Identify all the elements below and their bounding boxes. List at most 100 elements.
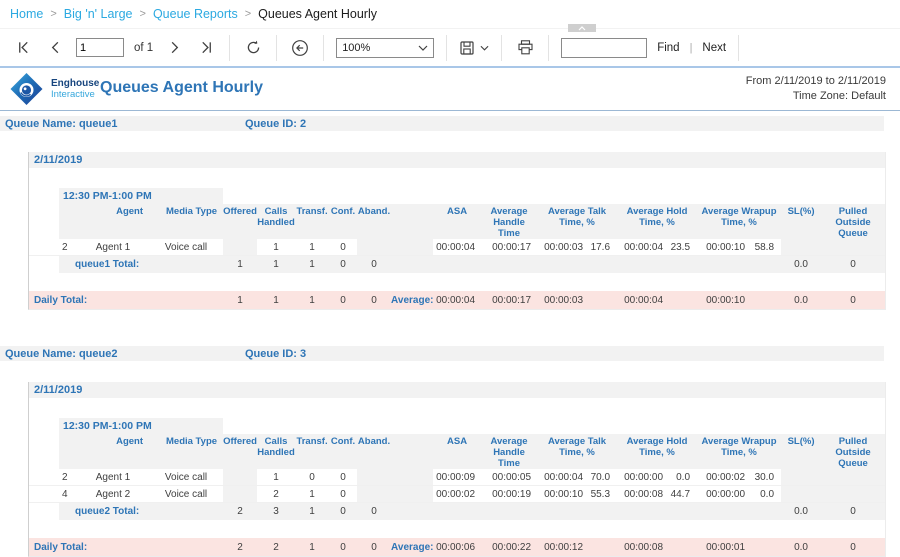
page-number-input[interactable] bbox=[76, 38, 124, 57]
cell-avg-talk-time: 00:00:03 bbox=[537, 239, 590, 256]
cell-agent: Agent 2 bbox=[77, 485, 149, 503]
queue-total-row: queue1 Total: 1 1 1 0 0 0.0 0 bbox=[29, 255, 886, 273]
cell-avg-talk-time: 00:00:10 bbox=[537, 485, 590, 503]
cell-asa: 00:00:02 bbox=[433, 485, 482, 503]
daily-total-row: Daily Total: 1 1 1 0 0 Average: 00:00:04… bbox=[29, 291, 886, 309]
find-input[interactable] bbox=[561, 37, 648, 58]
table-header-row: Agent Media Type Offered Calls Handled T… bbox=[29, 204, 886, 239]
cell-avg-handle-time: 00:00:05 bbox=[481, 469, 538, 486]
cell-pulled: 0 bbox=[821, 291, 886, 309]
zoom-select[interactable]: 100% bbox=[336, 37, 435, 58]
cell-sl: 0.0 bbox=[781, 291, 822, 309]
header-avg-handle-time: Average Handle Time bbox=[481, 434, 538, 469]
last-page-icon bbox=[201, 41, 211, 54]
back-button[interactable] bbox=[289, 37, 311, 59]
queue1-section: 2/11/2019 12:30 PM-1:00 PM Agent Media T… bbox=[28, 152, 886, 310]
cell-transf: 1 bbox=[295, 255, 330, 273]
chevron-up-icon bbox=[578, 25, 586, 30]
cell-calls-handled: 1 bbox=[257, 291, 296, 309]
find-next-separator: | bbox=[689, 41, 693, 54]
cell-asa: 00:00:04 bbox=[433, 291, 482, 309]
first-page-icon bbox=[18, 41, 28, 54]
header-agent: Agent bbox=[77, 434, 149, 469]
breadcrumb-queue-reports[interactable]: Queue Reports bbox=[152, 7, 238, 21]
cell-aband: 0 bbox=[357, 538, 392, 556]
header-calls-handled: Calls Handled bbox=[257, 204, 296, 239]
cell-transf: 1 bbox=[295, 485, 330, 503]
cell-aband bbox=[357, 485, 392, 503]
average-label: Average: bbox=[391, 538, 434, 556]
cell-pulled: 0 bbox=[821, 502, 886, 520]
cell-media-type: Voice call bbox=[149, 469, 224, 486]
next-page-button[interactable] bbox=[163, 37, 185, 59]
header-pulled-outside-queue: Pulled Outside Queue bbox=[821, 204, 886, 239]
header-conf: Conf. bbox=[329, 434, 358, 469]
cell-avg-handle-time: 00:00:22 bbox=[481, 538, 538, 556]
header-offered: Offered bbox=[223, 434, 258, 469]
last-page-button[interactable] bbox=[195, 37, 217, 59]
find-next-button[interactable]: Next bbox=[702, 41, 727, 54]
time-slot-label: 12:30 PM-1:00 PM bbox=[59, 418, 224, 434]
date-band: 2/11/2019 bbox=[29, 152, 885, 168]
cell-row-number: 2 bbox=[59, 239, 77, 256]
breadcrumb-current: Queues Agent Hourly bbox=[258, 7, 377, 21]
header-asa: ASA bbox=[433, 434, 482, 469]
cell-sl bbox=[781, 469, 822, 486]
time-slot-label: 12:30 PM-1:00 PM bbox=[59, 188, 224, 204]
cell-avg-talk-time: 00:00:03 bbox=[537, 291, 590, 309]
cell-transf: 1 bbox=[295, 502, 330, 520]
page-navigation-group: of 1 bbox=[0, 34, 231, 61]
cell-calls-handled: 3 bbox=[257, 502, 296, 520]
find-button[interactable]: Find bbox=[657, 41, 680, 54]
brand-line1: Enghouse bbox=[51, 78, 100, 89]
breadcrumb-big-n-large[interactable]: Big 'n' Large bbox=[63, 7, 133, 21]
refresh-button[interactable] bbox=[242, 37, 264, 59]
cell-offered: 1 bbox=[223, 291, 258, 309]
cell-asa: 00:00:09 bbox=[433, 469, 482, 486]
header-aband: Aband. bbox=[357, 204, 392, 239]
daily-total-row: Daily Total: 2 2 1 0 0 Average: 00:00:06… bbox=[29, 538, 886, 556]
cell-conf: 0 bbox=[329, 255, 358, 273]
queue2-table: 12:30 PM-1:00 PM Agent Media Type Offere… bbox=[29, 418, 886, 556]
breadcrumb: Home > Big 'n' Large > Queue Reports > Q… bbox=[0, 0, 900, 28]
cell-avg-handle-time: 00:00:17 bbox=[481, 291, 538, 309]
date-range: From 2/11/2019 to 2/11/2019 bbox=[745, 75, 886, 87]
header-avg-handle-time: Average Handle Time bbox=[481, 204, 538, 239]
agent-row: 2 Agent 1 Voice call 1 0 0 00:00:09 00:0… bbox=[29, 469, 886, 486]
cell-offered bbox=[223, 485, 258, 503]
save-export-icon bbox=[460, 40, 474, 55]
cell-calls-handled: 2 bbox=[257, 485, 296, 503]
cell-sl: 0.0 bbox=[781, 502, 822, 520]
back-group bbox=[277, 34, 325, 61]
previous-page-button[interactable] bbox=[44, 37, 66, 59]
cell-conf: 0 bbox=[329, 485, 358, 503]
breadcrumb-home[interactable]: Home bbox=[10, 7, 44, 21]
cell-row-number: 4 bbox=[59, 485, 77, 503]
cell-sl: 0.0 bbox=[781, 255, 822, 273]
cell-avg-wrapup-time: 00:00:00 bbox=[697, 485, 752, 503]
daily-total-label: Daily Total: bbox=[29, 538, 149, 556]
queue-id-label: Queue ID: 3 bbox=[245, 347, 307, 360]
cell-avg-talk-pct: 55.3 bbox=[589, 485, 618, 503]
print-button[interactable] bbox=[514, 37, 536, 59]
cell-transf: 1 bbox=[295, 291, 330, 309]
cell-avg-wrapup-pct: 0.0 bbox=[751, 485, 782, 503]
header-agent: Agent bbox=[77, 204, 149, 239]
report-title: Queues Agent Hourly bbox=[100, 79, 263, 96]
cell-aband: 0 bbox=[357, 255, 392, 273]
export-button[interactable] bbox=[459, 40, 489, 56]
first-page-button[interactable] bbox=[12, 37, 34, 59]
header-asa: ASA bbox=[433, 204, 482, 239]
cell-conf: 0 bbox=[329, 469, 358, 486]
header-avg-wrapup-time: Average Wrapup Time, % bbox=[697, 434, 782, 469]
chevron-down-icon bbox=[418, 45, 428, 51]
header-transf: Transf. bbox=[295, 204, 330, 239]
previous-page-icon bbox=[51, 41, 58, 54]
cell-transf: 1 bbox=[295, 538, 330, 556]
cell-transf: 0 bbox=[295, 469, 330, 486]
printer-icon bbox=[518, 40, 533, 55]
toolbar-collapse-tab[interactable] bbox=[568, 24, 596, 32]
cell-sl: 0.0 bbox=[781, 538, 822, 556]
header-media-type: Media Type bbox=[149, 434, 224, 469]
refresh-icon bbox=[247, 40, 259, 54]
